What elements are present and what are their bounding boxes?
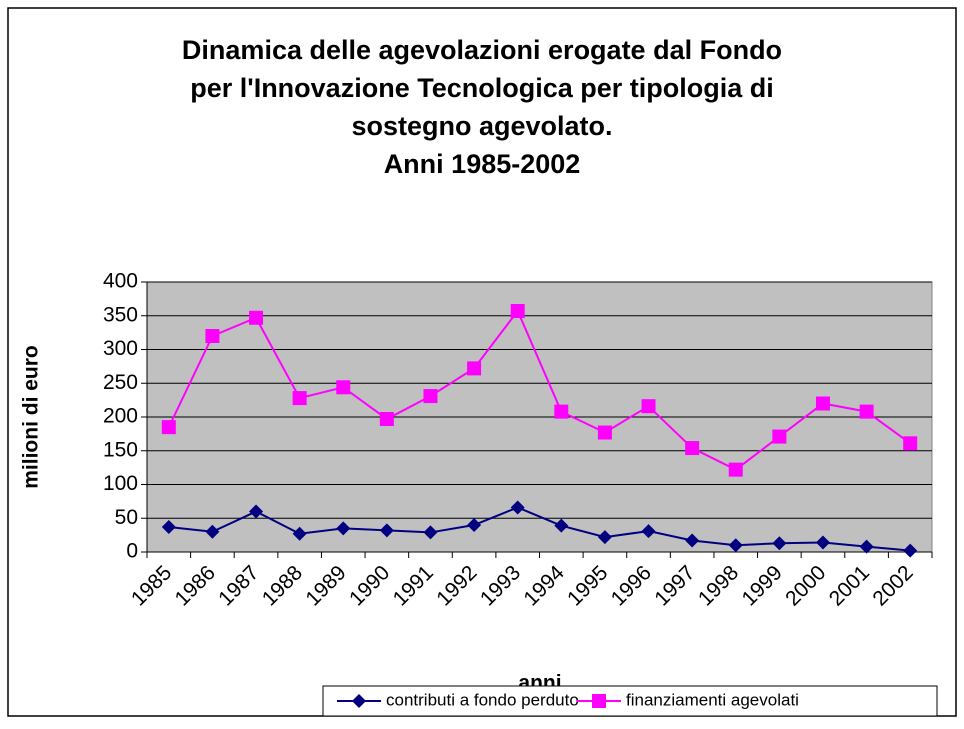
y-tick-label: 0 (126, 540, 138, 563)
marker (903, 543, 918, 558)
marker (336, 521, 351, 536)
legend-box (322, 685, 938, 717)
marker (423, 389, 438, 404)
marker (510, 304, 525, 319)
legend-label: finanziamenti agevolati (626, 690, 799, 709)
series-line (167, 309, 911, 471)
legend-marker (592, 694, 606, 708)
y-tick-label: 250 (103, 371, 138, 394)
marker (423, 525, 438, 540)
marker (815, 535, 830, 550)
marker (205, 329, 220, 343)
marker (510, 500, 525, 515)
marker (641, 399, 656, 414)
chart-title: per l'Innovazione Tecnologica per tipolo… (190, 73, 773, 103)
marker (205, 524, 220, 539)
marker (336, 380, 351, 395)
marker (467, 361, 482, 376)
marker (249, 504, 264, 519)
marker (772, 429, 787, 444)
marker (685, 533, 700, 548)
marker (772, 536, 787, 551)
marker (597, 425, 612, 440)
series-line (168, 506, 911, 552)
legend-marker (352, 694, 366, 708)
marker (292, 391, 307, 406)
marker (728, 462, 743, 477)
legend-label: contributi a fondo perduto (386, 690, 579, 709)
marker (641, 524, 656, 539)
marker (379, 412, 394, 427)
marker (292, 526, 307, 541)
marker (903, 436, 918, 451)
marker (685, 441, 700, 456)
marker (859, 539, 874, 554)
marker (161, 520, 176, 535)
y-tick-label: 50 (115, 506, 138, 529)
y-tick-label: 150 (103, 438, 138, 461)
marker (379, 523, 394, 538)
marker (161, 420, 176, 435)
chart-title: sostegno agevolato. (351, 111, 612, 141)
chart-title: Anni 1985-2002 (384, 149, 581, 179)
y-tick-label: 400 (103, 270, 138, 293)
marker (597, 530, 612, 545)
chart-title: Dinamica delle agevolazioni erogate dal … (182, 35, 782, 65)
y-tick-label: 100 (103, 472, 138, 495)
marker (467, 518, 482, 532)
marker (815, 396, 830, 411)
y-axis-label: milioni di euro (20, 345, 43, 489)
marker (728, 538, 743, 553)
marker (554, 404, 569, 419)
marker (859, 404, 874, 419)
marker (249, 310, 264, 325)
y-tick-label: 200 (103, 405, 138, 428)
y-tick-label: 350 (103, 303, 138, 326)
y-tick-label: 300 (103, 337, 138, 360)
marker (554, 518, 569, 533)
